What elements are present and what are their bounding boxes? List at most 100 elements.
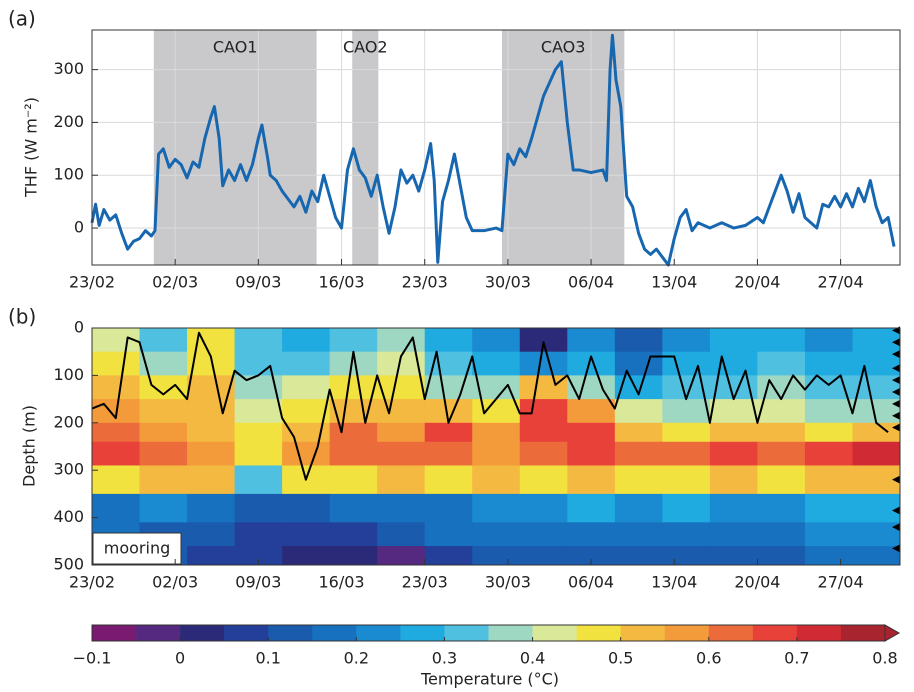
colorbar-swatch bbox=[576, 625, 621, 641]
heat-cell bbox=[662, 351, 711, 376]
colorbar-swatch bbox=[136, 625, 181, 641]
heat-cell bbox=[234, 399, 283, 424]
heat-cell bbox=[92, 351, 141, 376]
heat-cell bbox=[614, 328, 663, 353]
heat-cell bbox=[329, 375, 378, 400]
heat-cell bbox=[377, 399, 426, 424]
heat-cell bbox=[187, 493, 236, 523]
instrument-marker bbox=[892, 523, 900, 532]
x-tick-label: 16/03 bbox=[318, 273, 364, 292]
x-tick-label: 27/04 bbox=[818, 573, 864, 592]
heat-cell bbox=[234, 422, 283, 443]
heat-cell bbox=[804, 399, 853, 424]
heat-cell bbox=[139, 328, 188, 353]
colorbar-tick-label: 0.7 bbox=[784, 649, 809, 668]
heat-cell bbox=[139, 351, 188, 376]
heat-cell bbox=[377, 546, 426, 566]
heat-cell bbox=[709, 399, 758, 424]
heat-cell bbox=[329, 522, 378, 547]
x-tick-label: 09/03 bbox=[235, 273, 281, 292]
heat-cell bbox=[709, 441, 758, 466]
heat-cell bbox=[472, 441, 521, 466]
heat-cell bbox=[567, 465, 616, 495]
annotation: mooring bbox=[104, 539, 170, 558]
colorbar-swatch bbox=[180, 625, 225, 641]
heat-cell bbox=[567, 546, 616, 566]
instrument-marker bbox=[892, 475, 900, 484]
heat-cell bbox=[92, 375, 141, 400]
heat-cell bbox=[567, 328, 616, 353]
heat-cell bbox=[804, 522, 853, 547]
colorbar-swatch bbox=[224, 625, 269, 641]
heat-cell bbox=[614, 422, 663, 443]
x-tick-label: 20/04 bbox=[734, 273, 780, 292]
heat-cell bbox=[757, 399, 806, 424]
heat-cell bbox=[187, 546, 236, 566]
heat-cell bbox=[282, 375, 331, 400]
heat-cell bbox=[709, 522, 758, 547]
heat-cell bbox=[187, 422, 236, 443]
heat-cell bbox=[187, 328, 236, 353]
x-tick-label: 09/03 bbox=[235, 573, 281, 592]
heat-cell bbox=[614, 546, 663, 566]
heat-cell bbox=[662, 422, 711, 443]
instrument-marker bbox=[892, 423, 900, 432]
colorbar-swatch bbox=[752, 625, 798, 641]
heat-cell bbox=[234, 465, 283, 495]
heat-cell bbox=[472, 493, 521, 523]
heat-cell bbox=[662, 328, 711, 353]
heat-cell bbox=[852, 465, 901, 495]
x-tick-label: 13/04 bbox=[651, 573, 697, 592]
x-tick-label: 23/02 bbox=[69, 573, 115, 592]
heat-cell bbox=[709, 351, 758, 376]
heat-cell bbox=[234, 441, 283, 466]
instrument-marker bbox=[892, 350, 900, 359]
y-tick-label: 200 bbox=[53, 112, 84, 131]
heat-cell bbox=[139, 493, 188, 523]
heat-cell bbox=[282, 441, 331, 466]
colorbar-tick-label: 0 bbox=[175, 649, 185, 668]
heat-cell bbox=[804, 351, 853, 376]
x-tick-label: 23/03 bbox=[402, 273, 448, 292]
period-label: CAO3 bbox=[541, 38, 586, 57]
colorbar-tick-label: 0.5 bbox=[608, 649, 633, 668]
instrument-marker bbox=[892, 364, 900, 373]
heat-cell bbox=[757, 493, 806, 523]
heat-cell bbox=[567, 399, 616, 424]
x-tick-label: 06/04 bbox=[568, 273, 614, 292]
colorbar-label: Temperature (°C) bbox=[420, 670, 559, 689]
y-axis-label: THF (W m⁻²) bbox=[22, 97, 41, 198]
colorbar-swatch bbox=[356, 625, 401, 641]
heat-cell bbox=[329, 546, 378, 566]
y-tick-label: 300 bbox=[53, 460, 84, 479]
heat-cell bbox=[614, 493, 663, 523]
x-tick-label: 27/04 bbox=[818, 273, 864, 292]
y-tick-label: 300 bbox=[53, 59, 84, 78]
heat-cell bbox=[519, 441, 568, 466]
heat-cell bbox=[852, 328, 901, 353]
heat-cell bbox=[187, 465, 236, 495]
heat-cell bbox=[567, 493, 616, 523]
heat-cell bbox=[804, 546, 853, 566]
colorbar-swatch bbox=[92, 625, 137, 641]
heat-cell bbox=[187, 522, 236, 547]
period-label: CAO2 bbox=[343, 38, 388, 57]
colorbar-swatch bbox=[268, 625, 313, 641]
heat-cell bbox=[662, 493, 711, 523]
heat-cell bbox=[519, 493, 568, 523]
shaded-period bbox=[153, 30, 317, 265]
heat-cell bbox=[567, 375, 616, 400]
x-tick-label: 16/03 bbox=[318, 573, 364, 592]
shaded-period bbox=[352, 30, 379, 265]
y-tick-label: 100 bbox=[53, 165, 84, 184]
heat-cell bbox=[662, 465, 711, 495]
heat-cell bbox=[757, 465, 806, 495]
heat-cell bbox=[424, 465, 473, 495]
y-tick-label: 0 bbox=[74, 218, 84, 237]
heat-cell bbox=[329, 465, 378, 495]
heat-cell bbox=[567, 441, 616, 466]
annotation-box bbox=[92, 532, 182, 565]
heat-cell bbox=[282, 351, 331, 376]
heat-cell bbox=[757, 441, 806, 466]
y-tick-label: 200 bbox=[53, 412, 84, 431]
